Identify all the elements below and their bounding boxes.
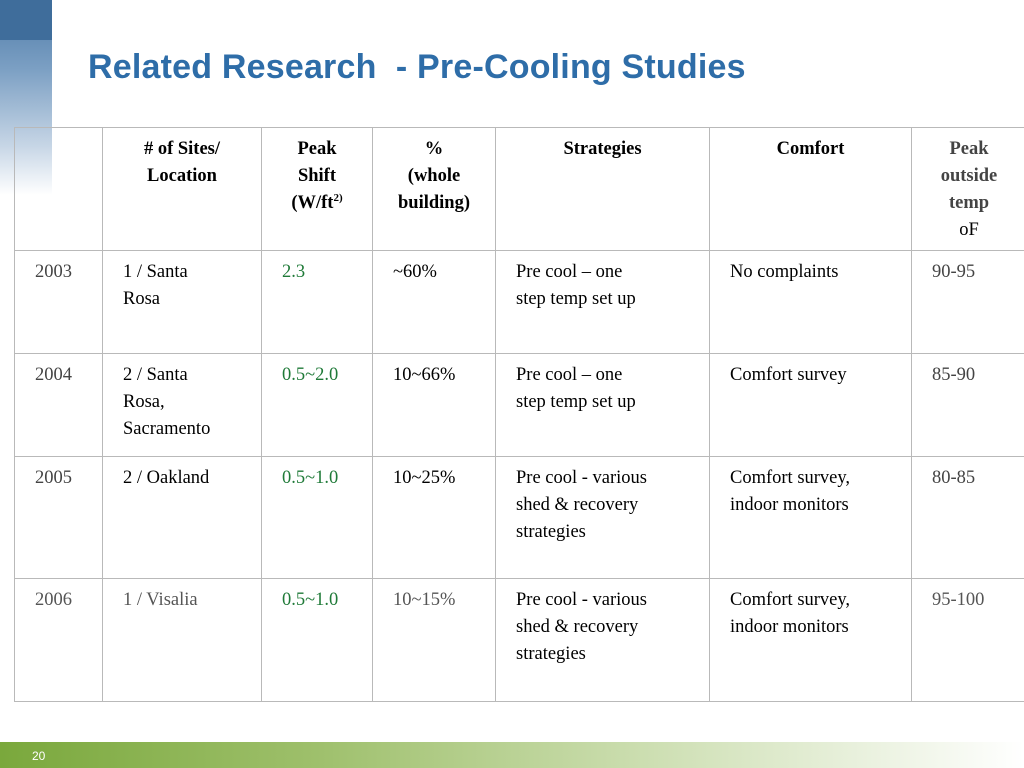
header-temp: Peak outside temp oF xyxy=(911,127,1024,251)
research-table: # of Sites/ Location Peak Shift (W/ft2) … xyxy=(14,127,1024,702)
cell-year: 2003 xyxy=(14,250,103,354)
page-number: 20 xyxy=(32,749,46,763)
cell-peak-shift: 0.5~1.0 xyxy=(261,456,373,579)
table-row: 2005 2 / Oakland 0.5~1.0 10~25% Pre cool… xyxy=(14,456,1024,579)
header-year xyxy=(14,127,103,251)
cell-temp: 95-100 xyxy=(911,578,1024,702)
corner-accent-bar xyxy=(0,0,52,40)
footer-bar xyxy=(0,742,1024,768)
cell-percent: 10~15% xyxy=(372,578,496,702)
header-peak-shift: Peak Shift (W/ft2) xyxy=(261,127,373,251)
cell-year: 2005 xyxy=(14,456,103,579)
cell-temp: 80-85 xyxy=(911,456,1024,579)
cell-comfort: No complaints xyxy=(709,250,912,354)
cell-temp: 85-90 xyxy=(911,353,1024,457)
header-peak-shift-sup: 2) xyxy=(333,191,343,204)
header-strategies: Strategies xyxy=(495,127,710,251)
cell-year: 2004 xyxy=(14,353,103,457)
cell-percent: 10~66% xyxy=(372,353,496,457)
cell-sites: 1 / Visalia xyxy=(102,578,262,702)
header-sites: # of Sites/ Location xyxy=(102,127,262,251)
cell-comfort: Comfort survey, indoor monitors xyxy=(709,456,912,579)
cell-percent: ~60% xyxy=(372,250,496,354)
cell-percent: 10~25% xyxy=(372,456,496,579)
cell-strategies: Pre cool – one step temp set up xyxy=(495,250,710,354)
cell-sites: 1 / Santa Rosa xyxy=(102,250,262,354)
slide-title: Related Research - Pre-Cooling Studies xyxy=(88,48,746,86)
cell-sites: 2 / Oakland xyxy=(102,456,262,579)
cell-peak-shift: 0.5~2.0 xyxy=(261,353,373,457)
table-row: 2003 1 / Santa Rosa 2.3 ~60% Pre cool – … xyxy=(14,250,1024,354)
cell-peak-shift: 2.3 xyxy=(261,250,373,354)
header-peak-shift-text: Peak Shift (W/ft xyxy=(291,139,337,213)
cell-temp: 90-95 xyxy=(911,250,1024,354)
header-row: # of Sites/ Location Peak Shift (W/ft2) … xyxy=(14,127,1024,251)
header-comfort: Comfort xyxy=(709,127,912,251)
cell-strategies: Pre cool - various shed & recovery strat… xyxy=(495,578,710,702)
cell-strategies: Pre cool – one step temp set up xyxy=(495,353,710,457)
header-temp-unit: oF xyxy=(959,220,979,240)
cell-peak-shift: 0.5~1.0 xyxy=(261,578,373,702)
cell-comfort: Comfort survey, indoor monitors xyxy=(709,578,912,702)
header-temp-label: Peak outside temp xyxy=(940,139,998,213)
cell-sites: 2 / Santa Rosa, Sacramento xyxy=(102,353,262,457)
cell-comfort: Comfort survey xyxy=(709,353,912,457)
header-percent: % (whole building) xyxy=(372,127,496,251)
table-row: 2006 1 / Visalia 0.5~1.0 10~15% Pre cool… xyxy=(14,578,1024,702)
table-row: 2004 2 / Santa Rosa, Sacramento 0.5~2.0 … xyxy=(14,353,1024,457)
cell-strategies: Pre cool - various shed & recovery strat… xyxy=(495,456,710,579)
cell-year: 2006 xyxy=(14,578,103,702)
